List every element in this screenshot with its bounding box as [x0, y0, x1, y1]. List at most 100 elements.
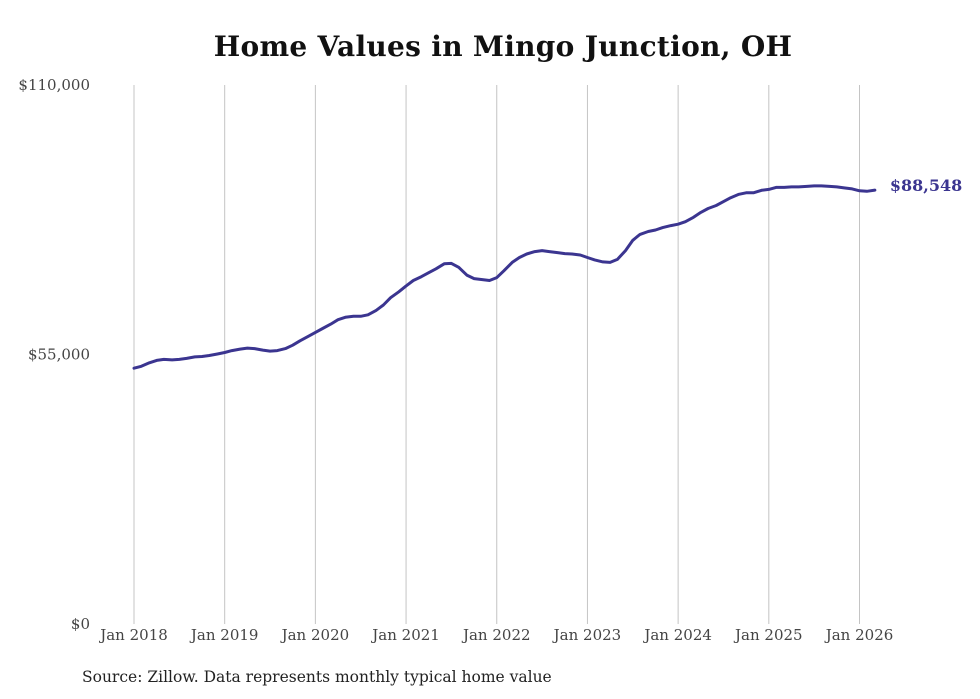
data-point — [133, 367, 136, 370]
data-point — [624, 249, 627, 252]
data-point — [397, 290, 400, 293]
data-point — [616, 258, 619, 261]
data-point — [239, 348, 242, 351]
data-point — [699, 211, 702, 214]
data-point — [201, 355, 204, 358]
data-point — [745, 191, 748, 194]
data-point — [389, 296, 392, 299]
data-point — [450, 262, 453, 265]
x-tick-label: Jan 2023 — [552, 626, 622, 644]
data-point — [178, 358, 181, 361]
data-point — [609, 261, 612, 264]
data-point — [367, 313, 370, 316]
data-point — [246, 347, 249, 350]
data-point — [435, 267, 438, 270]
data-point — [820, 184, 823, 187]
x-tick-label: Jan 2018 — [98, 626, 168, 644]
data-point — [503, 269, 506, 272]
data-point — [556, 251, 559, 254]
data-point — [495, 276, 498, 279]
data-point — [858, 189, 861, 192]
data-point — [314, 331, 317, 334]
x-tick-label: Jan 2019 — [189, 626, 259, 644]
source-note: Source: Zillow. Data represents monthly … — [82, 668, 552, 686]
data-point — [518, 256, 521, 259]
data-point — [677, 223, 680, 226]
data-point — [382, 304, 385, 307]
y-axis: $0 $55,000 $110,000 — [18, 76, 90, 633]
data-point — [344, 316, 347, 319]
data-point — [276, 349, 279, 352]
data-point — [579, 254, 582, 257]
data-point — [715, 204, 718, 207]
x-tick-label: Jan 2025 — [733, 626, 803, 644]
data-point — [828, 185, 831, 188]
data-point — [261, 349, 264, 352]
data-point — [707, 207, 710, 210]
data-point — [631, 239, 634, 242]
data-point — [601, 260, 604, 263]
data-point — [299, 339, 302, 342]
data-point — [851, 187, 854, 190]
data-point — [752, 191, 755, 194]
data-point — [571, 253, 574, 256]
data-point — [420, 275, 423, 278]
x-tick-label: Jan 2024 — [642, 626, 712, 644]
data-point — [647, 230, 650, 233]
data-point — [193, 355, 196, 358]
x-tick-label: Jan 2020 — [280, 626, 350, 644]
data-point — [790, 185, 793, 188]
data-point — [797, 185, 800, 188]
data-point — [722, 200, 725, 203]
x-tick-label: Jan 2026 — [824, 626, 894, 644]
data-point — [737, 193, 740, 196]
data-point — [586, 256, 589, 259]
data-point — [525, 253, 528, 256]
data-point — [533, 250, 536, 253]
data-point — [359, 315, 362, 318]
data-point — [843, 186, 846, 189]
data-point — [148, 361, 151, 364]
series-line — [132, 184, 877, 370]
data-point — [783, 186, 786, 189]
data-point — [563, 252, 566, 255]
data-point — [473, 277, 476, 280]
data-point — [253, 347, 256, 350]
data-point — [185, 357, 188, 360]
data-point — [661, 226, 664, 229]
data-point — [223, 351, 226, 354]
data-point — [593, 258, 596, 261]
data-point — [480, 278, 483, 281]
data-point — [775, 186, 778, 189]
data-point — [443, 262, 446, 265]
data-point — [767, 188, 770, 191]
data-point — [329, 323, 332, 326]
data-point — [684, 220, 687, 223]
data-point — [541, 249, 544, 252]
x-tick-label: Jan 2021 — [370, 626, 440, 644]
series-layer: $88,548 — [132, 176, 962, 370]
data-point — [805, 185, 808, 188]
data-point — [813, 184, 816, 187]
data-point — [412, 279, 415, 282]
data-point — [337, 318, 340, 321]
data-point — [216, 353, 219, 356]
x-axis: Jan 2018 Jan 2019 Jan 2020 Jan 2021 Jan 2022… — [98, 626, 893, 644]
data-point — [639, 233, 642, 236]
data-point — [548, 250, 551, 253]
data-point — [291, 344, 294, 347]
data-point — [865, 190, 868, 193]
data-point — [321, 327, 324, 330]
data-point — [457, 266, 460, 269]
data-point — [835, 185, 838, 188]
data-point — [511, 261, 514, 264]
data-point — [873, 189, 876, 192]
data-point — [162, 358, 165, 361]
x-tick-label: Jan 2022 — [461, 626, 531, 644]
data-point — [140, 365, 143, 368]
data-point — [284, 347, 287, 350]
data-point — [405, 284, 408, 287]
data-point — [171, 358, 174, 361]
y-tick-label: $110,000 — [18, 76, 90, 94]
data-point — [375, 309, 378, 312]
